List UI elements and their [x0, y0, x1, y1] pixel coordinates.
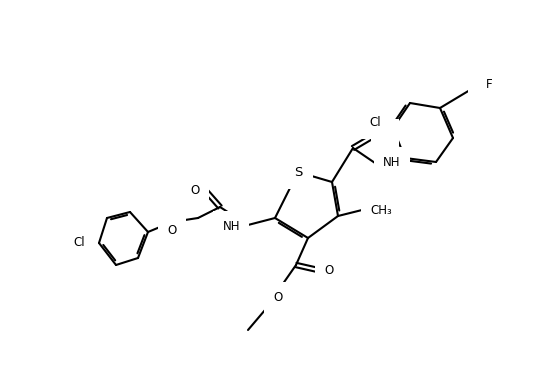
Text: F: F [477, 85, 483, 99]
Text: Cl: Cl [73, 237, 85, 250]
Text: F: F [477, 70, 483, 82]
Text: O: O [324, 263, 333, 276]
Text: NH: NH [383, 156, 400, 170]
Text: F: F [486, 78, 493, 91]
Text: CH₃: CH₃ [370, 204, 392, 216]
Text: O: O [167, 224, 177, 237]
Text: NH: NH [223, 220, 240, 234]
Text: S: S [294, 166, 302, 178]
Text: O: O [380, 128, 389, 142]
Text: O: O [273, 291, 283, 304]
Text: Cl: Cl [370, 117, 381, 130]
Text: O: O [191, 184, 200, 197]
